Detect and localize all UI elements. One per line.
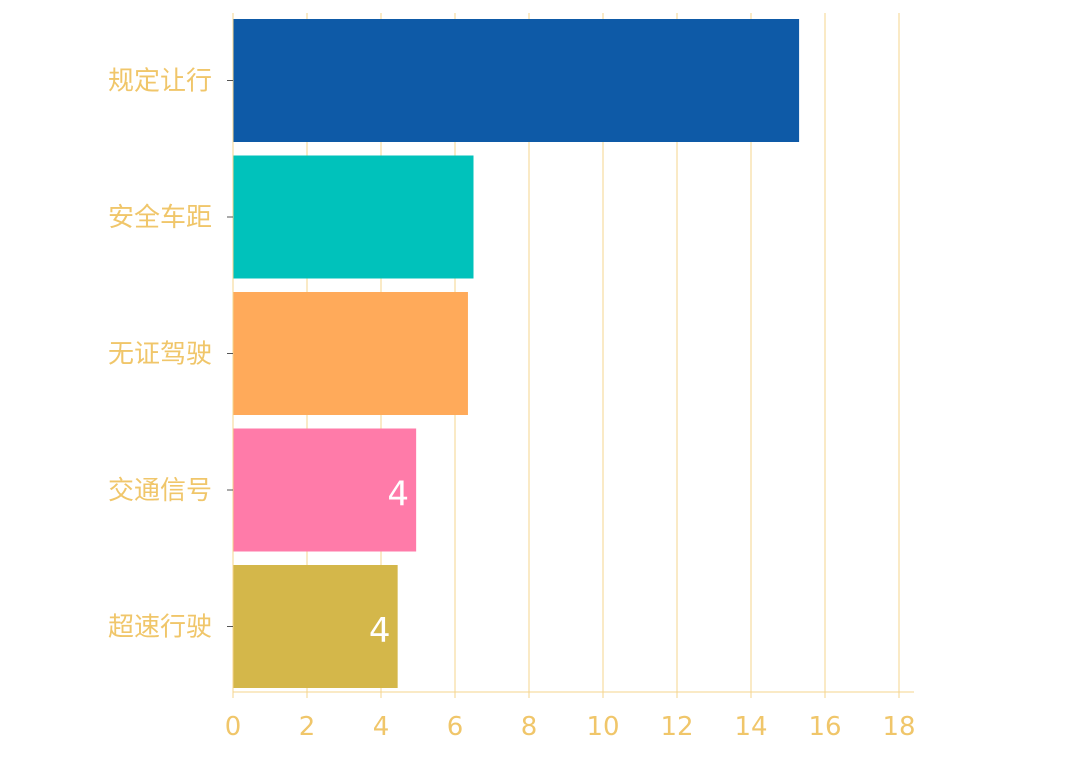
category-label-2: 无证驾驶 [108, 340, 212, 370]
value-label-3: 4 [387, 475, 409, 515]
x-tick-label-0: 0 [225, 712, 242, 742]
x-tick-label-1: 2 [299, 712, 316, 742]
x-tick-label-9: 18 [882, 712, 915, 742]
x-tick-label-7: 14 [734, 712, 767, 742]
value-label-4: 4 [369, 611, 391, 651]
x-tick-label-5: 10 [586, 712, 619, 742]
bar-3 [233, 428, 417, 552]
bar-0 [233, 19, 800, 142]
bar-1 [233, 155, 474, 279]
x-tick-label-4: 8 [521, 712, 538, 742]
category-label-4: 超速行驶 [108, 613, 212, 643]
x-tick-label-6: 12 [660, 712, 693, 742]
x-tick-label-2: 4 [373, 712, 390, 742]
category-label-1: 安全车距 [108, 203, 212, 233]
category-label-3: 交通信号 [108, 476, 212, 506]
bar-2 [233, 292, 468, 415]
bar-4 [233, 565, 398, 688]
axes [227, 13, 914, 698]
x-tick-label-8: 16 [808, 712, 841, 742]
category-label-0: 规定让行 [108, 67, 212, 97]
bars [233, 19, 800, 688]
x-tick-label-3: 6 [447, 712, 464, 742]
